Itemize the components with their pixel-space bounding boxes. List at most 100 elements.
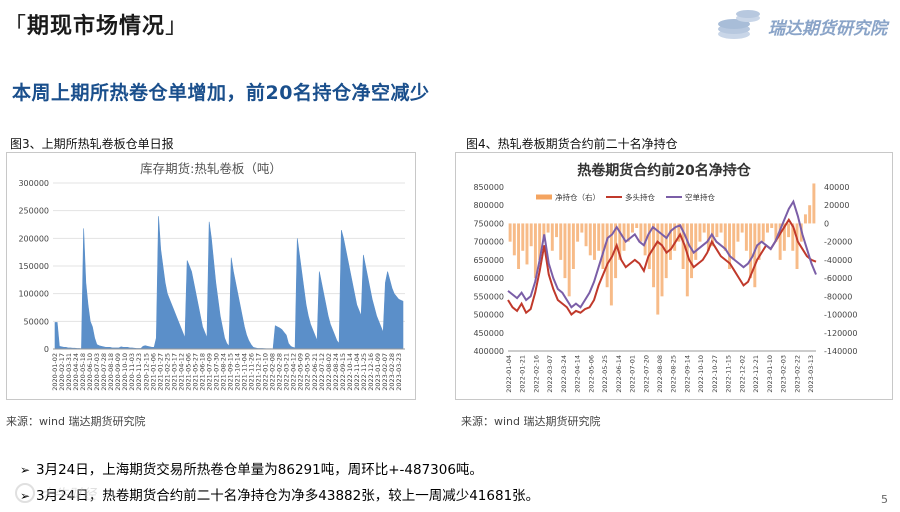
net-position-bar <box>770 223 774 228</box>
net-position-bar <box>782 223 786 251</box>
x-tick-label: 2021-07-30 <box>212 353 220 391</box>
net-position-bar <box>630 223 634 233</box>
y-tick-label: 700000 <box>473 238 504 247</box>
net-position-bar <box>761 223 765 242</box>
x-tick-label: 2022-08-24 <box>332 353 340 391</box>
x-tick-label: 2023-03-13 <box>807 355 815 393</box>
x-tick-label: 2020-06-10 <box>86 353 94 391</box>
net-position-bar <box>732 223 736 260</box>
y-tick-label: 750000 <box>473 219 504 228</box>
legend-label: 空单持仓 <box>685 192 715 202</box>
net-position-bar <box>766 223 769 233</box>
net-position-bar <box>584 223 588 247</box>
figure4-source: 来源：wind 瑞达期货研究院 <box>461 415 601 428</box>
x-tick-label: 2020-07-28 <box>100 353 108 391</box>
x-tick-label: 2022-09-15 <box>339 353 347 391</box>
net-position-bar <box>740 223 744 233</box>
figure3-panel: 库存期货:热轧卷板（吨） 0 50000 100000 150000 200000 2500… <box>6 152 416 400</box>
net-position-bar <box>706 223 710 251</box>
legend-label: 多头持仓 <box>625 192 655 202</box>
section-title-text: 期现市场情况 <box>27 14 166 39</box>
x-tick-label: 2022-12-16 <box>367 353 375 391</box>
x-tick-label: 2020-03-31 <box>65 353 73 391</box>
y-tick-label: 300000 <box>18 179 49 188</box>
x-tick-label: 2022-08-02 <box>325 353 333 391</box>
net-position-bar <box>588 223 592 256</box>
net-position-bar <box>803 214 807 224</box>
x-tick-label: 2020-01-02 <box>51 353 59 391</box>
net-position-bar <box>744 223 748 251</box>
net-position-bar <box>635 223 639 228</box>
net-position-bar <box>555 223 558 238</box>
bracket-close: 」 <box>165 14 189 39</box>
net-position-bar <box>681 223 685 269</box>
net-position-bar <box>529 223 533 247</box>
x-tick-label: 2020-04-24 <box>72 353 80 391</box>
y-tick-label: 0 <box>44 345 49 354</box>
x-tick-label: 2021-10-14 <box>234 353 242 391</box>
x-tick-label: 2021-11-04 <box>241 353 249 391</box>
bullet-text: 3月24日，上海期货交易所热卷仓单量为86291吨，周环比+-487306吨。 <box>36 462 483 478</box>
y-tick-label: 850000 <box>473 183 504 192</box>
x-tick-label: 2021-09-15 <box>227 353 235 391</box>
x-tick-label: 2021-05-27 <box>191 353 199 391</box>
net-position-bar <box>580 223 584 233</box>
x-tick-label: 2022-09-14 <box>683 355 691 393</box>
y-tick-label: 100000 <box>18 290 49 299</box>
headline: 本周上期所热卷仓单增加，前20名持仓净空减少 <box>12 82 430 104</box>
x-tick-label: 2022-10-14 <box>346 353 354 391</box>
x-tick-label: 2022-05-09 <box>297 353 305 391</box>
x-tick-label: 2022-01-21 <box>519 355 527 393</box>
net-position-bar <box>677 223 681 242</box>
x-tick-label: 2022-11-15 <box>725 355 733 393</box>
x-tick-label: 2020-02-17 <box>58 353 66 391</box>
x-tick-label: 2023-02-03 <box>780 355 788 393</box>
x-tick-label: 2022-11-25 <box>360 353 368 391</box>
section-title: 「期现市场情况」 <box>4 8 188 42</box>
watermark-text: 大牛财经 <box>40 487 96 503</box>
x-tick-label: 2022-12-21 <box>752 355 760 393</box>
x-tick-label: 2021-01-27 <box>156 353 164 391</box>
x-tick-label: 2023-01-09 <box>374 353 382 391</box>
net-position-bar <box>812 183 816 224</box>
x-tick-label: 2020-09-09 <box>114 353 122 391</box>
net-position-bar <box>533 223 537 279</box>
x-tick-label: 2022-05-06 <box>587 355 595 393</box>
y2-tick-label: 0 <box>824 219 829 228</box>
brand-name: 瑞达期货研究院 <box>768 19 887 39</box>
figure3-source: 来源：wind 瑞达期货研究院 <box>6 415 146 428</box>
x-tick-label: 2021-03-17 <box>170 353 178 391</box>
x-tick-label: 2022-02-16 <box>532 355 540 393</box>
net-position-bar <box>567 223 571 297</box>
x-tick-label: 2020-12-15 <box>142 353 150 391</box>
net-position-bar <box>512 223 516 256</box>
net-position-bar <box>728 223 731 269</box>
y-tick-label: 600000 <box>473 274 504 283</box>
net-position-bar <box>614 223 618 279</box>
y2-tick-label: -20000 <box>824 238 852 247</box>
net-position-bar <box>626 223 630 242</box>
legend-label: 净持仓（右） <box>555 192 600 202</box>
x-tick-label: 2022-06-14 <box>615 355 623 393</box>
net-position-bar <box>685 223 689 297</box>
net-position-bar <box>546 223 550 233</box>
net-position-chart: 热卷期货合约前20名净持仓400000450000500000550000600… <box>473 162 857 393</box>
y2-tick-label: -120000 <box>824 329 857 338</box>
net-position-bar <box>694 223 698 260</box>
bullet-arrow-icon: ➢ <box>20 489 31 503</box>
net-position-bar <box>643 223 647 256</box>
net-position-bar <box>757 223 761 260</box>
x-tick-label: 2022-10-27 <box>711 355 719 393</box>
net-position-bar <box>791 223 795 251</box>
net-position-bar <box>808 205 812 224</box>
page-number: 5 <box>881 493 888 506</box>
x-tick-label: 2020-10-10 <box>121 353 129 391</box>
y-tick-label: 50000 <box>24 317 49 326</box>
x-tick-label: 2022-03-24 <box>560 355 568 393</box>
y-tick-label: 800000 <box>473 201 504 210</box>
net-position-bar <box>753 223 757 288</box>
y2-tick-label: 20000 <box>824 201 849 210</box>
x-tick-label: 2022-07-01 <box>629 355 637 393</box>
net-position-bar <box>698 223 702 242</box>
x-tick-label: 2022-06-21 <box>311 353 319 391</box>
